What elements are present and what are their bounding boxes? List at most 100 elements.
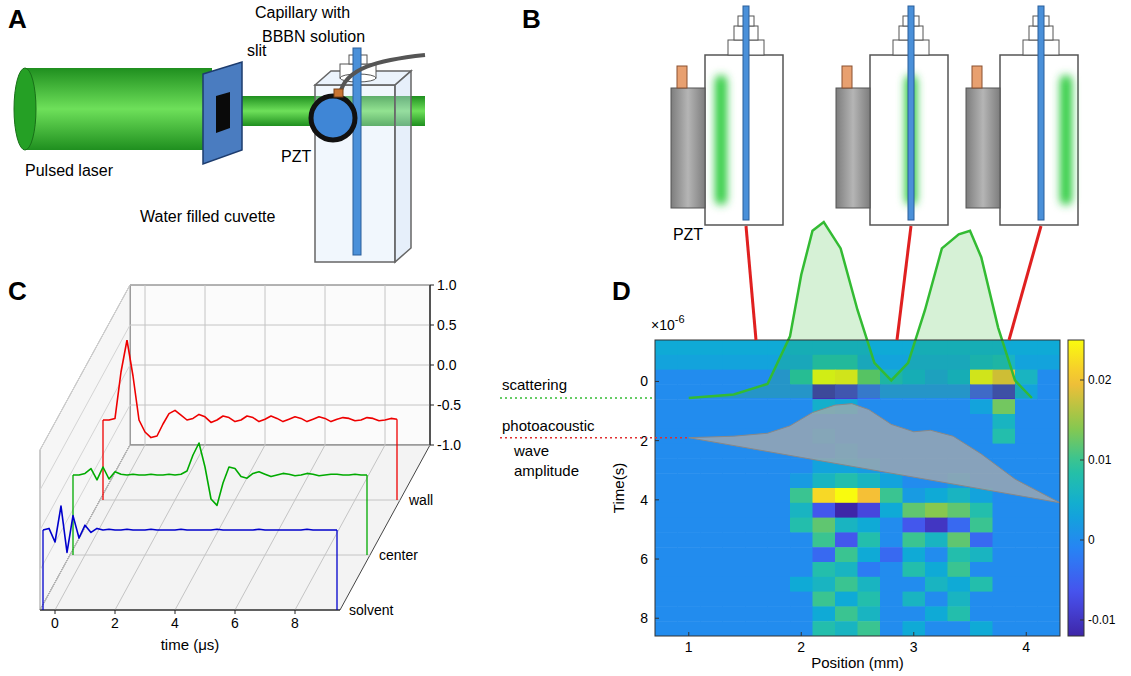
heat-cell [948,606,971,621]
connector-line [746,226,756,340]
x-tick [55,610,56,614]
y-tick [430,325,434,326]
curve-group [689,404,1060,503]
heat-cell [948,488,971,503]
heat-cell [835,503,858,518]
heat-cell [880,399,903,414]
heat-cell [1015,532,1038,547]
heat-cell [835,518,858,533]
heat-cell [678,488,701,503]
heat-cell [903,503,926,518]
heat-cell [745,473,768,488]
heat-cell [835,532,858,547]
laser-glow [715,75,727,205]
heat-cell [993,547,1016,562]
heat-cell [790,547,813,562]
heat-cell [903,592,926,607]
heat-cell [880,532,903,547]
heat-cell [745,606,768,621]
heat-cell [1038,429,1061,444]
heat-cell [1015,414,1038,429]
heat-cell [1015,355,1038,370]
heat-cell [723,355,746,370]
heat-cell [993,414,1016,429]
heat-cell [948,503,971,518]
heat-cell [925,532,948,547]
heat-cell [925,547,948,562]
y-tick-label: 1.0 [437,277,457,293]
y-tick-label: 0 [640,373,648,389]
heat-cell [1015,547,1038,562]
heat-cell [655,547,678,562]
heat-cell [768,488,791,503]
colorbar-tick-label: 0.02 [1088,373,1112,387]
heat-cell [1038,384,1061,399]
heat-cell [655,444,678,459]
heat-cell [970,429,993,444]
capillary [1038,6,1044,220]
plot-frame [655,340,1060,636]
grid-line [130,365,430,366]
depth-label: center [379,547,418,563]
heat-cell [948,518,971,533]
heat-cell [948,621,971,636]
heat-cell [655,592,678,607]
heat-cell [1038,592,1061,607]
heat-cell [948,399,971,414]
heat-cell [790,592,813,607]
panel-letter: A [8,4,27,34]
heat-cell [700,592,723,607]
colorbar-tick-label: 0.01 [1088,453,1112,467]
heat-cell [768,458,791,473]
y-tick [430,365,434,366]
heat-cell [790,518,813,533]
heat-cell [993,532,1016,547]
x-tick [115,610,116,614]
heat-cell [948,577,971,592]
colorbar-tick [1080,540,1084,541]
heat-cell [903,488,926,503]
x-tick-label: 2 [797,639,805,655]
panel-letter: B [522,4,541,34]
heat-cell [745,577,768,592]
heat-cell [970,399,993,414]
heat-cell [993,592,1016,607]
heat-cell [655,429,678,444]
heat-cell [993,444,1016,459]
series-line [73,443,367,505]
heat-cell [1038,355,1061,370]
y-tick [430,405,434,406]
curve-label-line: wave [513,442,549,459]
heat-cell [858,606,881,621]
heat-cell [835,473,858,488]
heat-cell [745,621,768,636]
heat-cell [678,444,701,459]
heat-cell [835,547,858,562]
x-tick [175,610,176,614]
heat-cell [925,488,948,503]
heat-cell [745,355,768,370]
heat-cell [768,518,791,533]
heat-cell [993,518,1016,533]
heat-cell [835,606,858,621]
heat-cell [655,384,678,399]
heat-cell [925,592,948,607]
heat-cell [835,562,858,577]
heat-cell [1038,370,1061,385]
heat-cell [925,562,948,577]
heat-cell [790,532,813,547]
heat-cell [745,562,768,577]
heat-cell [745,532,768,547]
heat-cell [655,532,678,547]
heat-cell [678,414,701,429]
laser-beam-end [14,68,36,150]
heat-cell [970,606,993,621]
pzt-connector [334,89,343,97]
trace-end [102,420,103,500]
grid-line [40,405,130,570]
heat-cell [1038,577,1061,592]
heat-cell [723,399,746,414]
pzt-tip [972,66,982,88]
heat-cell [925,518,948,533]
heat-cell [880,355,903,370]
